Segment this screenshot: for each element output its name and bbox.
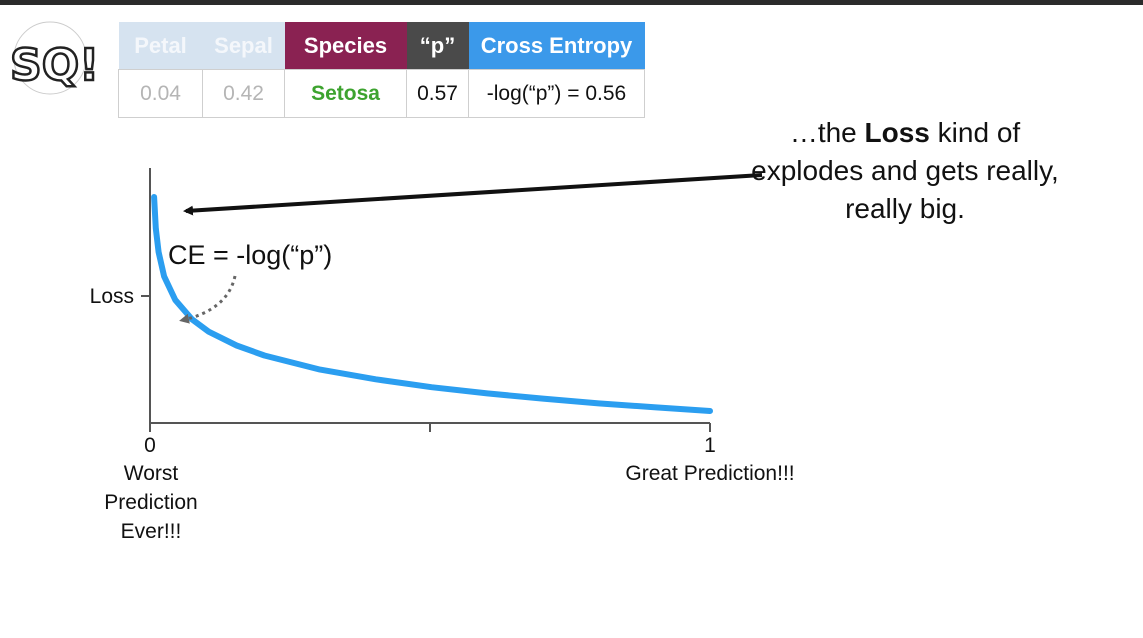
logo-icon: SQ! bbox=[9, 21, 98, 95]
cell-cross-entropy: -log(“p”) = 0.56 bbox=[468, 69, 645, 118]
header-petal: Petal bbox=[118, 22, 203, 70]
annotation-bold: Loss bbox=[864, 117, 930, 148]
x-tick-label-1: 1 bbox=[704, 434, 716, 457]
header-cross-entropy: Cross Entropy bbox=[468, 22, 645, 70]
x-label-left: Worst Prediction Ever!!! bbox=[104, 462, 197, 543]
data-table: Petal Sepal Species “p” Cross Entropy 0.… bbox=[118, 22, 645, 118]
y-axis-label: Loss bbox=[90, 285, 134, 308]
x-tick-label-0: 0 bbox=[144, 434, 156, 457]
top-bar bbox=[0, 0, 1143, 5]
annotation-post: kind of explodes and gets really, really… bbox=[751, 117, 1059, 224]
loss-curve-points bbox=[154, 196, 711, 412]
formula-label: CE = -log(“p”) bbox=[168, 240, 332, 270]
header-sepal: Sepal bbox=[202, 22, 285, 70]
pointer-arrow bbox=[183, 173, 763, 216]
annotation-text: …the Loss kind of explodes and gets real… bbox=[750, 114, 1060, 228]
dotted-arrow bbox=[179, 275, 237, 324]
x-label-right: Great Prediction!!! bbox=[625, 462, 794, 485]
cell-species: Setosa bbox=[284, 69, 407, 118]
cell-p: 0.57 bbox=[406, 69, 469, 118]
loss-curve-series bbox=[151, 194, 713, 414]
cell-sepal: 0.42 bbox=[202, 69, 285, 118]
annotation-pre: …the bbox=[789, 117, 865, 148]
svg-text:SQ!: SQ! bbox=[10, 40, 98, 91]
header-p: “p” bbox=[406, 22, 469, 70]
cell-petal: 0.04 bbox=[118, 69, 203, 118]
header-species: Species bbox=[284, 22, 407, 70]
